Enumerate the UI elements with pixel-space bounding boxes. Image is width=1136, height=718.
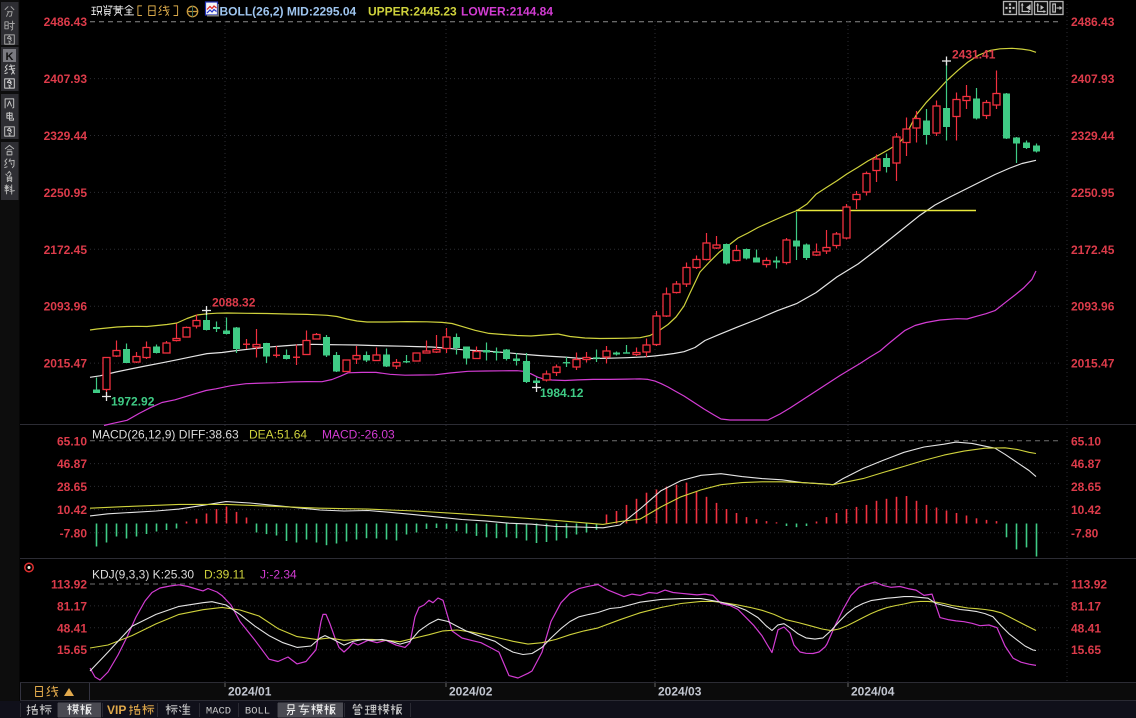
svg-text:2024/04: 2024/04 — [851, 685, 895, 699]
svg-text:2172.45: 2172.45 — [44, 243, 88, 257]
svg-text:2407.93: 2407.93 — [44, 72, 88, 86]
svg-text:J:-2.34: J:-2.34 — [260, 568, 297, 582]
svg-text:UPPER:2445.23: UPPER:2445.23 — [368, 5, 457, 19]
svg-text:48.41: 48.41 — [1071, 621, 1101, 635]
svg-text:VIP: VIP — [107, 703, 126, 717]
svg-text:-7.80: -7.80 — [60, 526, 88, 540]
svg-text:2015.47: 2015.47 — [44, 357, 88, 371]
svg-text:2015.47: 2015.47 — [1071, 357, 1115, 371]
svg-text:D:39.11: D:39.11 — [204, 568, 245, 582]
svg-text:BOLL: BOLL — [245, 706, 270, 718]
svg-text:2431.41: 2431.41 — [952, 48, 996, 62]
svg-text:10.42: 10.42 — [57, 503, 87, 517]
svg-text:2024/01: 2024/01 — [228, 685, 272, 699]
svg-text:-7.80: -7.80 — [1071, 526, 1099, 540]
svg-text:2250.95: 2250.95 — [1071, 186, 1115, 200]
svg-text:2250.95: 2250.95 — [44, 186, 88, 200]
svg-text:1972.92: 1972.92 — [111, 395, 155, 409]
svg-text:113.92: 113.92 — [51, 578, 87, 592]
svg-text:15.65: 15.65 — [57, 643, 87, 657]
svg-text:2093.96: 2093.96 — [1071, 300, 1115, 314]
svg-text:46.87: 46.87 — [1071, 457, 1101, 471]
svg-text:DEA:51.64: DEA:51.64 — [249, 428, 307, 442]
svg-text:81.17: 81.17 — [57, 599, 87, 613]
svg-text:65.10: 65.10 — [57, 434, 87, 448]
svg-text:2329.44: 2329.44 — [1071, 129, 1115, 143]
svg-text:2486.43: 2486.43 — [1071, 15, 1115, 29]
svg-text:LOWER:2144.84: LOWER:2144.84 — [461, 5, 553, 19]
svg-text:MACD:-26.03: MACD:-26.03 — [322, 428, 395, 442]
svg-text:KDJ(9,3,3) K:25.30: KDJ(9,3,3) K:25.30 — [92, 568, 194, 582]
svg-text:46.87: 46.87 — [57, 457, 87, 471]
svg-text:MACD: MACD — [206, 706, 231, 718]
svg-text:81.17: 81.17 — [1071, 599, 1101, 613]
svg-text:K: K — [6, 51, 14, 63]
svg-text:MACD(26,12,9) DIFF:38.63: MACD(26,12,9) DIFF:38.63 — [92, 428, 239, 442]
svg-text:2024/03: 2024/03 — [658, 685, 702, 699]
svg-text:65.10: 65.10 — [1071, 434, 1101, 448]
svg-text:2486.43: 2486.43 — [44, 15, 88, 29]
svg-text:2024/02: 2024/02 — [449, 685, 493, 699]
svg-text:28.65: 28.65 — [1071, 480, 1101, 494]
svg-text:48.41: 48.41 — [57, 621, 87, 635]
svg-text:10.42: 10.42 — [1071, 503, 1101, 517]
svg-text:2088.32: 2088.32 — [212, 296, 256, 310]
svg-text:2172.45: 2172.45 — [1071, 243, 1115, 257]
svg-text:28.65: 28.65 — [57, 480, 87, 494]
svg-text:BOLL(26,2) MID:2295.04: BOLL(26,2) MID:2295.04 — [220, 5, 357, 19]
svg-text:2407.93: 2407.93 — [1071, 72, 1115, 86]
svg-text:113.92: 113.92 — [1071, 578, 1107, 592]
svg-text:15.65: 15.65 — [1071, 643, 1101, 657]
svg-text:2329.44: 2329.44 — [44, 129, 88, 143]
svg-text:2093.96: 2093.96 — [44, 300, 88, 314]
svg-text:1984.12: 1984.12 — [540, 386, 584, 400]
